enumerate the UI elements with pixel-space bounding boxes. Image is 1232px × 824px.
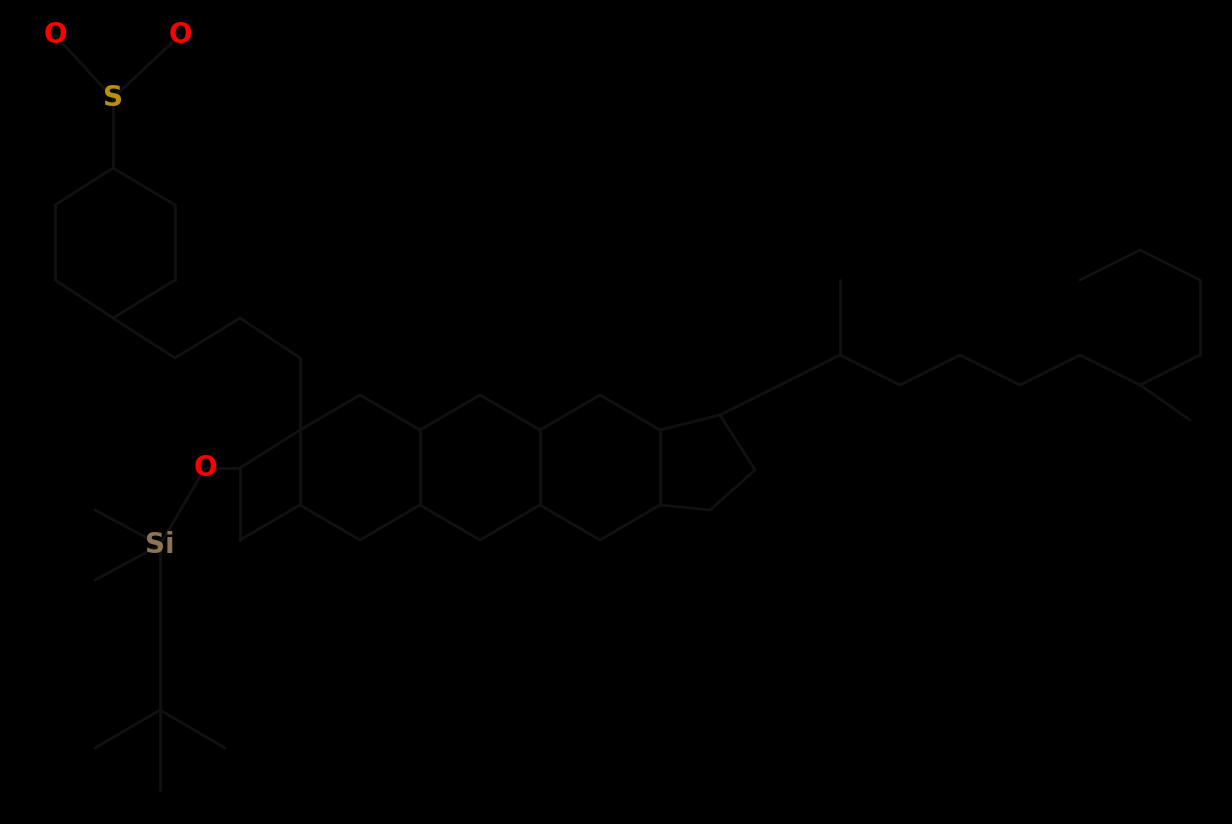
Text: Si: Si <box>145 531 175 559</box>
Text: O: O <box>169 21 192 49</box>
Text: O: O <box>193 454 217 482</box>
Text: S: S <box>103 84 123 112</box>
Text: O: O <box>43 21 67 49</box>
